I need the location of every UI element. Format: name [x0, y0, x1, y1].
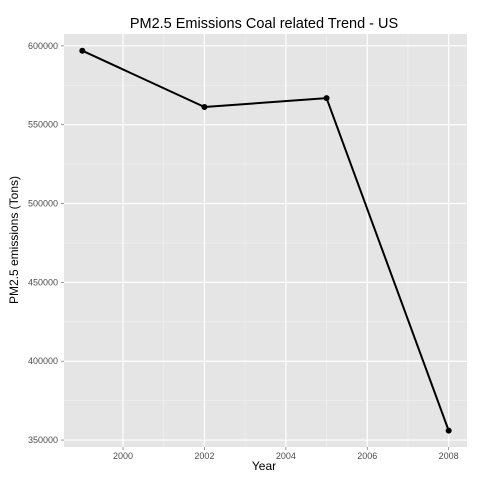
y-tick-label: 350000 — [28, 435, 58, 445]
y-tick-label: 450000 — [28, 277, 58, 287]
x-tick-label: 2004 — [276, 451, 296, 461]
data-point — [79, 47, 86, 54]
grid-major — [64, 34, 467, 447]
x-axis-ticks: 2000 2002 2004 2006 2008 — [113, 447, 459, 461]
x-tick-label: 2002 — [194, 451, 214, 461]
series-layer — [79, 47, 452, 434]
y-tick-label: 500000 — [28, 199, 58, 209]
y-tick-label: 600000 — [28, 41, 58, 51]
chart-title: PM2.5 Emissions Coal related Trend - US — [130, 16, 398, 32]
data-point — [445, 427, 452, 434]
plot-panel — [64, 34, 467, 447]
data-point — [323, 95, 330, 102]
y-axis-ticks: 350000 400000 450000 500000 550000 600000 — [28, 41, 64, 445]
x-tick-label: 2008 — [439, 451, 459, 461]
y-tick-label: 400000 — [28, 356, 58, 366]
grid-minor — [64, 34, 467, 447]
x-axis-label: Year — [252, 459, 276, 473]
y-tick-label: 550000 — [28, 120, 58, 130]
data-point — [201, 104, 208, 111]
x-tick-label: 2006 — [357, 451, 377, 461]
series-line — [81, 49, 450, 431]
x-tick-label: 2000 — [113, 451, 133, 461]
y-axis-label: PM2.5 emissions (Tons) — [7, 176, 21, 304]
